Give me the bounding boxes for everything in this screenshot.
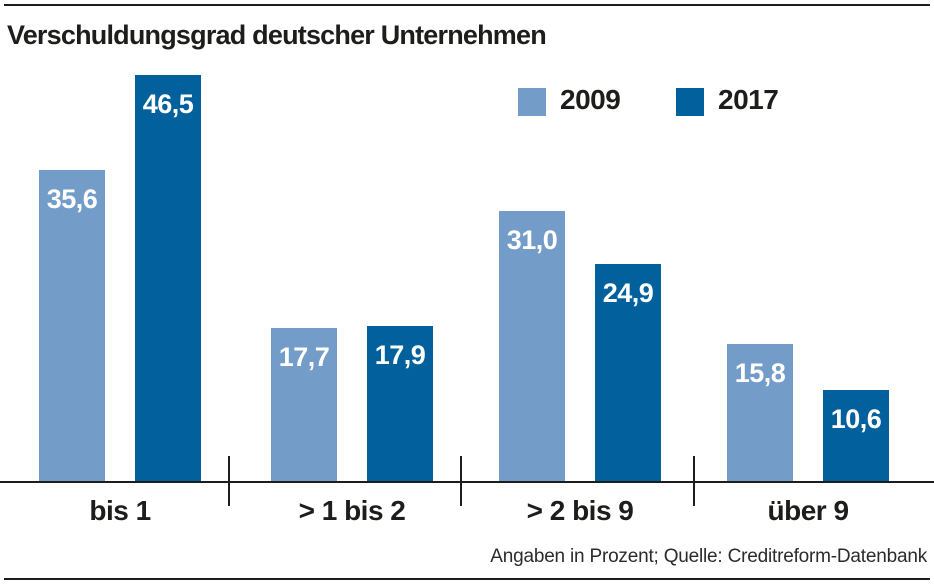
bar-value-label: 35,6 <box>46 184 98 214</box>
bar-value-label: 24,9 <box>602 278 654 308</box>
category-label-4: über 9 <box>767 495 849 526</box>
bar-value-label: 17,9 <box>374 340 426 370</box>
bar-2009-category-1: 35,6 <box>39 170 105 483</box>
bar-2009-category-3: 31,0 <box>499 211 565 483</box>
x-axis-baseline <box>0 481 934 483</box>
bottom-rule <box>4 578 930 580</box>
legend-label-2009: 2009 <box>560 84 621 115</box>
bar-2009-category-2: 17,7 <box>271 328 337 483</box>
top-rule <box>4 4 930 6</box>
legend-swatch-2009 <box>518 88 546 116</box>
source-note: Angaben in Prozent; Quelle: Creditreform… <box>490 546 927 567</box>
chart-title: Verschuldungsgrad deutscher Unternehmen <box>7 20 547 50</box>
bar-2017-category-4: 10,6 <box>823 390 889 483</box>
bar-value-label: 46,5 <box>142 89 194 119</box>
legend-swatch-2017 <box>676 88 704 116</box>
bar-2009-category-4: 15,8 <box>727 344 793 483</box>
bar-2017-category-1: 46,5 <box>135 75 201 483</box>
legend-label-2017: 2017 <box>718 84 779 115</box>
bar-value-label: 17,7 <box>278 342 330 372</box>
bar-value-label: 10,6 <box>830 404 882 434</box>
bar-2017-category-3: 24,9 <box>595 264 661 483</box>
category-label-2: > 1 bis 2 <box>298 495 406 526</box>
bar-value-label: 31,0 <box>506 225 558 255</box>
category-label-3: > 2 bis 9 <box>526 495 634 526</box>
bar-value-label: 15,8 <box>734 358 786 388</box>
category-label-1: bis 1 <box>89 495 151 526</box>
bar-2017-category-2: 17,9 <box>367 326 433 483</box>
